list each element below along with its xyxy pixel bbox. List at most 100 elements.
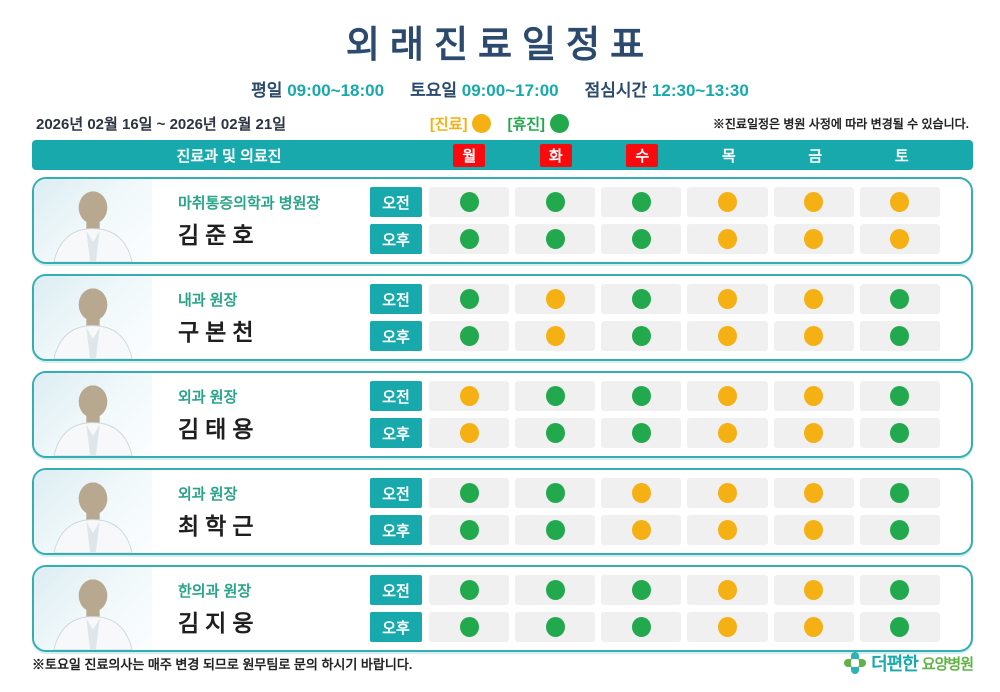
availability-cell-am-화 xyxy=(515,284,596,314)
availability-cell-pm-토 xyxy=(859,224,940,254)
doctor-department: 외과 원장 xyxy=(178,485,238,503)
doctor-photo xyxy=(34,276,152,359)
staff-column-header: 진료과 및 의료진 xyxy=(176,147,282,165)
status-dot-icon xyxy=(804,520,824,540)
status-dot-icon xyxy=(459,617,479,637)
session-am-label: 오전 xyxy=(370,381,422,411)
session-am-label: 오전 xyxy=(370,575,422,605)
status-dot-icon xyxy=(804,617,824,637)
availability-cell-pm-화 xyxy=(515,515,596,545)
availability-cell-pm-화 xyxy=(515,224,596,254)
status-dot-icon xyxy=(631,289,651,309)
doctor-row: 내과 원장 구본천 오전 오후 xyxy=(32,274,973,361)
saturday-label: 토요일 xyxy=(410,81,457,100)
availability-cell-pm-금 xyxy=(773,515,854,545)
day-header-label: 수 xyxy=(626,143,659,167)
status-dot-icon xyxy=(459,520,479,540)
availability-grid xyxy=(426,179,971,262)
session-pm-label: 오후 xyxy=(370,418,422,448)
weekday-time: 09:00~18:00 xyxy=(287,81,385,100)
status-dot-icon xyxy=(890,423,910,443)
day-header-label: 목 xyxy=(721,147,736,165)
session-pm-label: 오후 xyxy=(370,224,422,254)
status-dot-icon xyxy=(890,229,910,249)
day-header-label: 토 xyxy=(894,147,909,165)
legend-closed-label: [휴진] xyxy=(507,116,546,133)
doctor-name: 최학근 xyxy=(178,512,260,539)
status-dot-icon xyxy=(631,326,651,346)
availability-cell-am-월 xyxy=(429,381,510,411)
session-pm-label: 오후 xyxy=(370,515,422,545)
availability-grid xyxy=(426,470,971,553)
status-dot-icon xyxy=(459,423,479,443)
status-dot-icon xyxy=(804,326,824,346)
availability-cell-pm-월 xyxy=(429,612,510,642)
availability-cell-pm-금 xyxy=(773,321,854,351)
status-dot-icon xyxy=(545,229,565,249)
doctor-name: 구본천 xyxy=(178,318,260,345)
status-dot-icon xyxy=(631,580,651,600)
status-dot-icon xyxy=(718,580,738,600)
status-dot-icon xyxy=(804,483,824,503)
session-am-label: 오전 xyxy=(370,478,422,508)
doctor-department: 한의과 원장 xyxy=(178,582,252,600)
opening-hours: 평일 09:00~18:00 토요일 09:00~17:00 점심시간 12:30~… xyxy=(0,76,1000,101)
availability-cell-am-토 xyxy=(859,381,940,411)
saturday-hours: 토요일 09:00~17:00 xyxy=(410,81,559,100)
availability-cell-am-금 xyxy=(773,284,854,314)
availability-cell-pm-수 xyxy=(601,515,682,545)
availability-cell-am-월 xyxy=(429,478,510,508)
session-am-label: 오전 xyxy=(370,187,422,217)
status-dot-icon xyxy=(631,617,651,637)
availability-cell-pm-화 xyxy=(515,418,596,448)
status-dot-icon xyxy=(804,423,824,443)
info-row: 2026년 02월 16일 ~ 2026년 02월 21일 [진료] [휴진] … xyxy=(32,113,973,134)
availability-cell-am-화 xyxy=(515,575,596,605)
doctor-name: 김태용 xyxy=(178,415,260,442)
day-header-cell: 목 xyxy=(686,144,773,167)
availability-cell-pm-목 xyxy=(687,515,768,545)
availability-cell-pm-수 xyxy=(601,224,682,254)
status-dot-icon xyxy=(804,580,824,600)
availability-cell-pm-토 xyxy=(859,418,940,448)
availability-cell-am-월 xyxy=(429,187,510,217)
status-dot-icon xyxy=(718,617,738,637)
availability-cell-pm-토 xyxy=(859,612,940,642)
availability-cell-am-목 xyxy=(687,187,768,217)
saturday-time: 09:00~17:00 xyxy=(461,81,559,100)
availability-cell-am-월 xyxy=(429,284,510,314)
status-dot-icon xyxy=(545,423,565,443)
status-dot-icon xyxy=(804,229,824,249)
availability-grid xyxy=(426,373,971,456)
availability-cell-am-목 xyxy=(687,381,768,411)
lunch-time: 12:30~13:30 xyxy=(651,81,749,100)
legend-closed: [휴진] xyxy=(507,113,570,134)
status-dot-icon xyxy=(718,289,738,309)
doctor-photo-silhouette xyxy=(53,191,133,262)
availability-cell-am-수 xyxy=(601,478,682,508)
day-header-label: 월 xyxy=(453,143,486,167)
legend: [진료] [휴진] xyxy=(429,113,570,134)
availability-grid xyxy=(426,276,971,359)
availability-cell-am-토 xyxy=(859,284,940,314)
availability-cell-am-월 xyxy=(429,575,510,605)
status-dot-icon xyxy=(459,580,479,600)
status-dot-icon xyxy=(631,192,651,212)
logo-sub-text: 요양병원 xyxy=(921,655,974,673)
doctor-photo xyxy=(34,567,152,650)
doctor-info: 내과 원장 구본천 xyxy=(152,276,370,359)
availability-cell-am-화 xyxy=(515,381,596,411)
availability-cell-pm-금 xyxy=(773,612,854,642)
status-dot-icon xyxy=(545,192,565,212)
page-title: 외래진료일정표 xyxy=(345,24,655,65)
lunch-hours: 점심시간 12:30~13:30 xyxy=(585,81,749,100)
status-dot-icon xyxy=(718,326,738,346)
availability-grid xyxy=(426,567,971,650)
doctor-info: 한의과 원장 김지웅 xyxy=(152,567,370,650)
legend-open-label: [진료] xyxy=(429,116,468,133)
availability-cell-pm-화 xyxy=(515,612,596,642)
doctor-info: 마취통증의학과 병원장 김준호 xyxy=(152,179,370,262)
